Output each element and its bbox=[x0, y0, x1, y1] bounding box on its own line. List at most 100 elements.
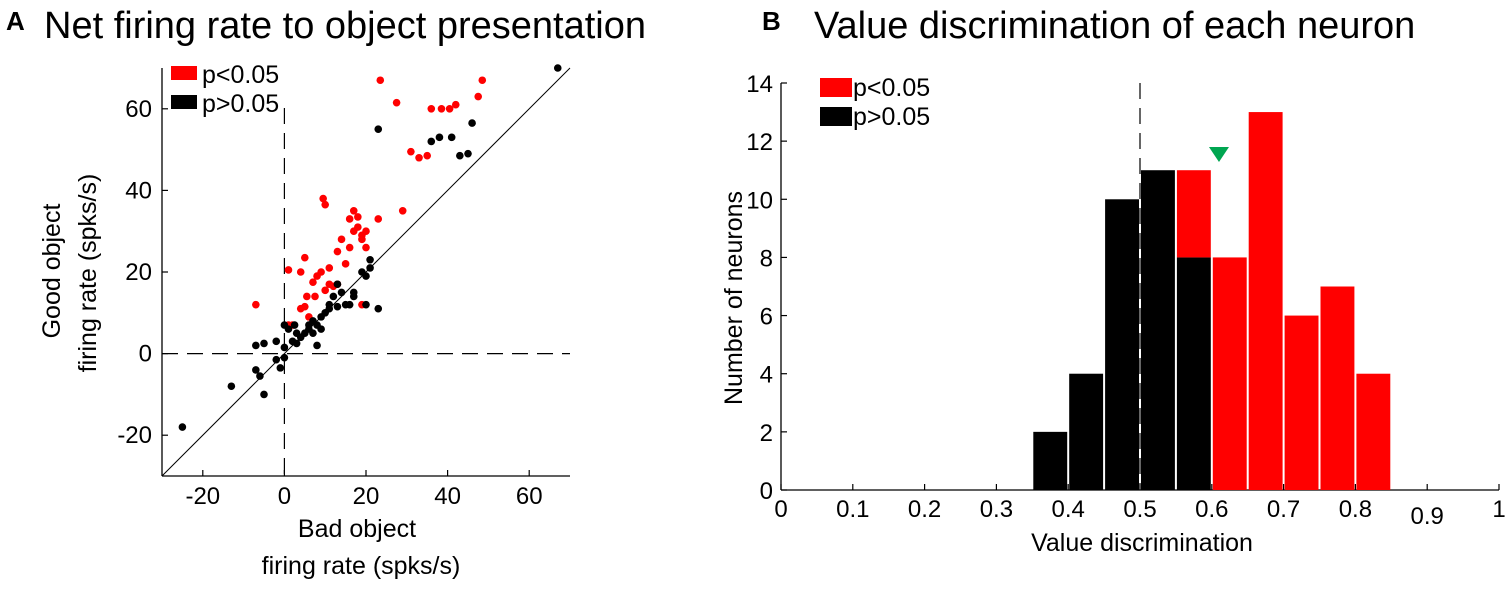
hist-bar-nonsignificant bbox=[1033, 431, 1068, 490]
scatter-point-significant bbox=[296, 268, 305, 276]
scatter-point-nonsignificant bbox=[290, 321, 299, 329]
scatter-point-nonsignificant bbox=[345, 300, 354, 309]
legend-swatch-nonsignificant bbox=[171, 95, 197, 109]
scatter-point-nonsignificant bbox=[317, 325, 325, 333]
hist-median-marker-icon bbox=[1208, 147, 1229, 162]
hist-x-tick-label: 0.2 bbox=[908, 496, 941, 523]
hist-x-tick-label: 0.9 bbox=[1411, 503, 1444, 530]
hist-y-tick-label: 4 bbox=[760, 362, 773, 389]
scatter-point-nonsignificant bbox=[260, 339, 268, 348]
scatter-point-significant bbox=[341, 260, 350, 268]
scatter-point-significant bbox=[317, 268, 325, 276]
panel-a-letter: A bbox=[6, 6, 25, 36]
hist-bar-nonsignificant bbox=[1069, 373, 1104, 490]
hist-y-tick-label: 2 bbox=[760, 420, 773, 447]
hist-y-tick-label: 10 bbox=[746, 187, 773, 214]
scatter-point-significant bbox=[478, 76, 487, 85]
scatter-point-significant bbox=[252, 300, 260, 309]
hist-legend-swatch-significant bbox=[820, 78, 852, 97]
hist-x-tick-label: 0 bbox=[774, 496, 787, 523]
scatter-point-significant bbox=[345, 215, 354, 223]
hist-legend-label-nonsignificant: p>0.05 bbox=[853, 103, 930, 131]
scatter-point-nonsignificant bbox=[329, 292, 338, 301]
scatter-point-nonsignificant bbox=[333, 280, 342, 289]
scatter-point-nonsignificant bbox=[325, 300, 334, 309]
scatter-y-tick-label: 20 bbox=[125, 259, 152, 286]
scatter-xlabel-line1: Bad object bbox=[298, 515, 416, 543]
scatter-point-significant bbox=[325, 264, 334, 272]
scatter-point-nonsignificant bbox=[362, 272, 370, 280]
scatter-point-nonsignificant bbox=[374, 125, 383, 133]
scatter-point-significant bbox=[398, 207, 407, 215]
scatter-point-significant bbox=[345, 243, 354, 252]
scatter-plot: -20 0 20 40 60 -20 0 20 40 60 p<0.05 p>0.05 Bad o… bbox=[38, 61, 571, 580]
hist-y-tick-label: 6 bbox=[760, 304, 773, 331]
scatter-point-nonsignificant bbox=[374, 304, 383, 313]
scatter-y-tick-label: -20 bbox=[117, 422, 152, 449]
scatter-legend: p<0.05 p>0.05 bbox=[171, 61, 279, 118]
hist-bar-significant bbox=[1248, 112, 1283, 491]
scatter-point-nonsignificant bbox=[349, 288, 358, 297]
scatter-point-significant bbox=[321, 200, 330, 209]
scatter-point-nonsignificant bbox=[178, 423, 187, 431]
scatter-points bbox=[178, 64, 562, 431]
scatter-x-tick-label: 40 bbox=[434, 483, 461, 510]
scatter-point-significant bbox=[301, 302, 309, 311]
scatter-point-nonsignificant bbox=[333, 302, 342, 311]
scatter-point-significant bbox=[427, 105, 436, 113]
scatter-y-tick-label: 40 bbox=[125, 177, 152, 204]
scatter-point-significant bbox=[376, 76, 385, 85]
hist-x-tick-label: 1 bbox=[1492, 496, 1505, 523]
scatter-point-nonsignificant bbox=[427, 137, 436, 146]
scatter-point-significant bbox=[319, 194, 327, 203]
scatter-x-tick-label: 60 bbox=[516, 483, 543, 510]
scatter-point-significant bbox=[451, 100, 460, 109]
scatter-point-significant bbox=[415, 153, 423, 162]
scatter-point-significant bbox=[474, 92, 483, 101]
hist-bar-significant bbox=[1212, 257, 1247, 490]
scatter-point-significant bbox=[407, 147, 415, 156]
scatter-point-significant bbox=[321, 286, 330, 295]
scatter-point-significant bbox=[445, 105, 454, 113]
hist-x-tick-label: 0.4 bbox=[1052, 496, 1085, 523]
scatter-point-significant bbox=[362, 227, 370, 235]
scatter-point-nonsignificant bbox=[366, 255, 374, 264]
scatter-unity-line bbox=[161, 67, 571, 477]
panel-a-title: Net firing rate to object presentation bbox=[44, 5, 646, 47]
hist-xlabel: Value discrimination bbox=[1031, 529, 1253, 557]
scatter-point-significant bbox=[358, 235, 366, 244]
legend-swatch-significant bbox=[171, 66, 197, 80]
scatter-y-tick-label: 60 bbox=[125, 96, 152, 123]
scatter-point-nonsignificant bbox=[272, 355, 281, 364]
hist-y-tick-label: 12 bbox=[746, 129, 773, 156]
hist-legend-swatch-nonsignificant bbox=[820, 107, 852, 126]
hist-ylabel: Number of neurons bbox=[720, 191, 748, 405]
hist-y-tick-label: 0 bbox=[760, 478, 773, 505]
scatter-point-significant bbox=[303, 292, 311, 301]
scatter-point-significant bbox=[309, 278, 317, 287]
scatter-point-significant bbox=[337, 235, 346, 244]
histogram-legend: p<0.05 p>0.05 bbox=[820, 74, 930, 131]
scatter-point-nonsignificant bbox=[309, 329, 317, 338]
scatter-point-nonsignificant bbox=[313, 341, 321, 350]
scatter-point-significant bbox=[333, 247, 342, 256]
hist-x-tick-label: 0.6 bbox=[1195, 496, 1228, 523]
scatter-x-tick-label: 0 bbox=[278, 483, 291, 510]
histogram-bars bbox=[1033, 83, 1391, 491]
scatter-ylabel-line1: Good object bbox=[38, 204, 66, 339]
hist-legend-label-significant: p<0.05 bbox=[853, 74, 930, 102]
scatter-point-nonsignificant bbox=[256, 372, 264, 380]
legend-label-nonsignificant: p>0.05 bbox=[202, 90, 279, 118]
hist-y-tick-label: 8 bbox=[760, 245, 773, 272]
scatter-point-nonsignificant bbox=[468, 119, 476, 127]
scatter-point-significant bbox=[362, 243, 370, 252]
scatter-point-nonsignificant bbox=[456, 151, 464, 160]
hist-bar-significant bbox=[1284, 315, 1319, 490]
scatter-x-tick-label: 20 bbox=[353, 483, 380, 510]
hist-bar-nonsignificant bbox=[1141, 170, 1175, 490]
scatter-point-significant bbox=[311, 292, 319, 301]
scatter-point-significant bbox=[437, 105, 446, 113]
hist-x-tick-label: 0.5 bbox=[1123, 496, 1156, 523]
scatter-point-significant bbox=[284, 266, 293, 274]
